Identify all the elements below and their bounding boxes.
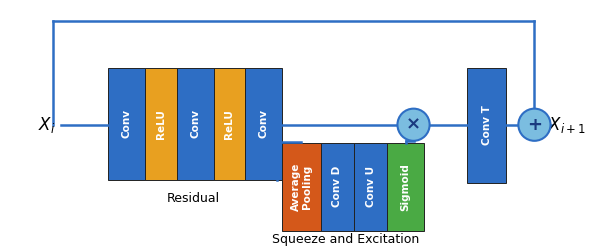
Circle shape: [397, 109, 429, 141]
Text: Average
Pooling: Average Pooling: [290, 162, 312, 211]
Text: Conv U: Conv U: [366, 166, 375, 207]
Text: Squeeze and Excitation: Squeeze and Excitation: [271, 233, 419, 246]
Text: ReLU: ReLU: [225, 109, 234, 139]
FancyBboxPatch shape: [354, 143, 387, 230]
FancyBboxPatch shape: [321, 143, 354, 230]
FancyBboxPatch shape: [146, 68, 176, 180]
FancyBboxPatch shape: [387, 143, 424, 230]
Text: Conv D: Conv D: [333, 166, 343, 207]
Text: Conv: Conv: [258, 109, 268, 138]
Text: $X_i$: $X_i$: [38, 115, 56, 135]
Text: Sigmoid: Sigmoid: [401, 163, 410, 211]
FancyBboxPatch shape: [245, 68, 282, 180]
Text: Conv: Conv: [190, 109, 200, 138]
FancyBboxPatch shape: [214, 68, 245, 180]
Text: Residual: Residual: [167, 192, 220, 205]
FancyBboxPatch shape: [108, 68, 146, 180]
Text: Conv: Conv: [122, 109, 132, 138]
FancyBboxPatch shape: [176, 68, 214, 180]
FancyBboxPatch shape: [467, 68, 506, 183]
FancyBboxPatch shape: [282, 143, 321, 230]
Text: +: +: [527, 116, 542, 134]
Text: ×: ×: [406, 116, 421, 134]
Text: Conv T: Conv T: [482, 105, 492, 145]
Circle shape: [519, 109, 551, 141]
Text: ReLU: ReLU: [156, 109, 166, 139]
Text: $X_{i+1}$: $X_{i+1}$: [548, 115, 586, 135]
